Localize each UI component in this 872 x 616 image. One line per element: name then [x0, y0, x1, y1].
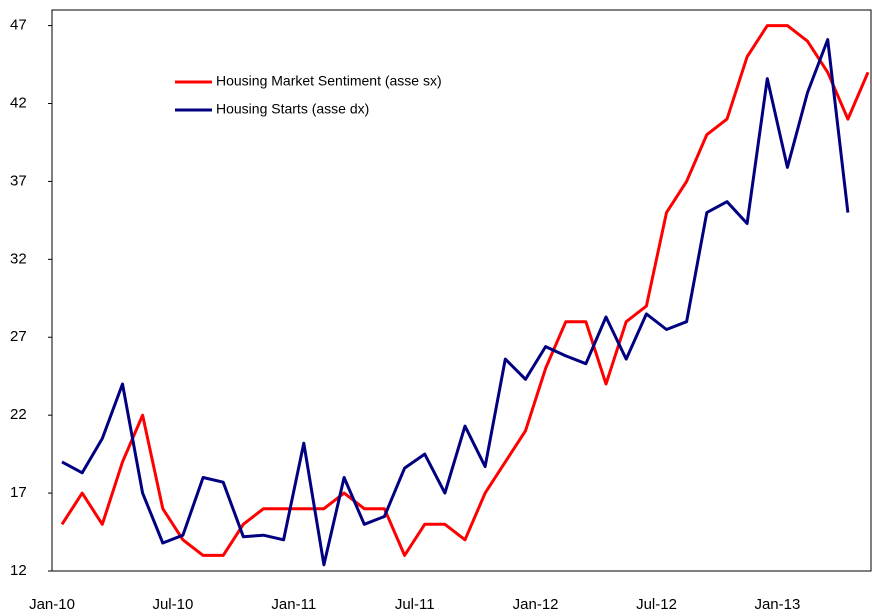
- y-tick-label: 37: [10, 172, 27, 189]
- legend: Housing Market Sentiment (asse sx) Housin…: [175, 73, 442, 117]
- y-tick-label: 32: [10, 250, 27, 267]
- x-tick-label: Jul-11: [395, 596, 435, 613]
- x-tick-label: Jan-11: [271, 596, 316, 613]
- x-tick-label: Jul-10: [152, 596, 193, 613]
- y-tick-label: 17: [10, 484, 27, 501]
- y-tick-label: 27: [10, 328, 27, 345]
- legend-label: Housing Market Sentiment (asse sx): [216, 73, 442, 89]
- y-tick-label: 47: [10, 17, 27, 34]
- series-line: [61, 38, 850, 567]
- x-tick-label: Jan-10: [29, 596, 75, 613]
- y-tick-label: 12: [10, 562, 27, 579]
- y-tick-label: 22: [10, 406, 27, 423]
- series-line: [60, 24, 870, 557]
- x-tick-label: Jul-12: [636, 596, 677, 613]
- x-tick-label: Jan-13: [754, 596, 800, 613]
- plot-frame: [51, 9, 872, 572]
- legend-label: Housing Starts (asse dx): [216, 101, 369, 117]
- y-tick-label: 42: [10, 94, 27, 111]
- x-tick-label: Jan-12: [513, 596, 559, 613]
